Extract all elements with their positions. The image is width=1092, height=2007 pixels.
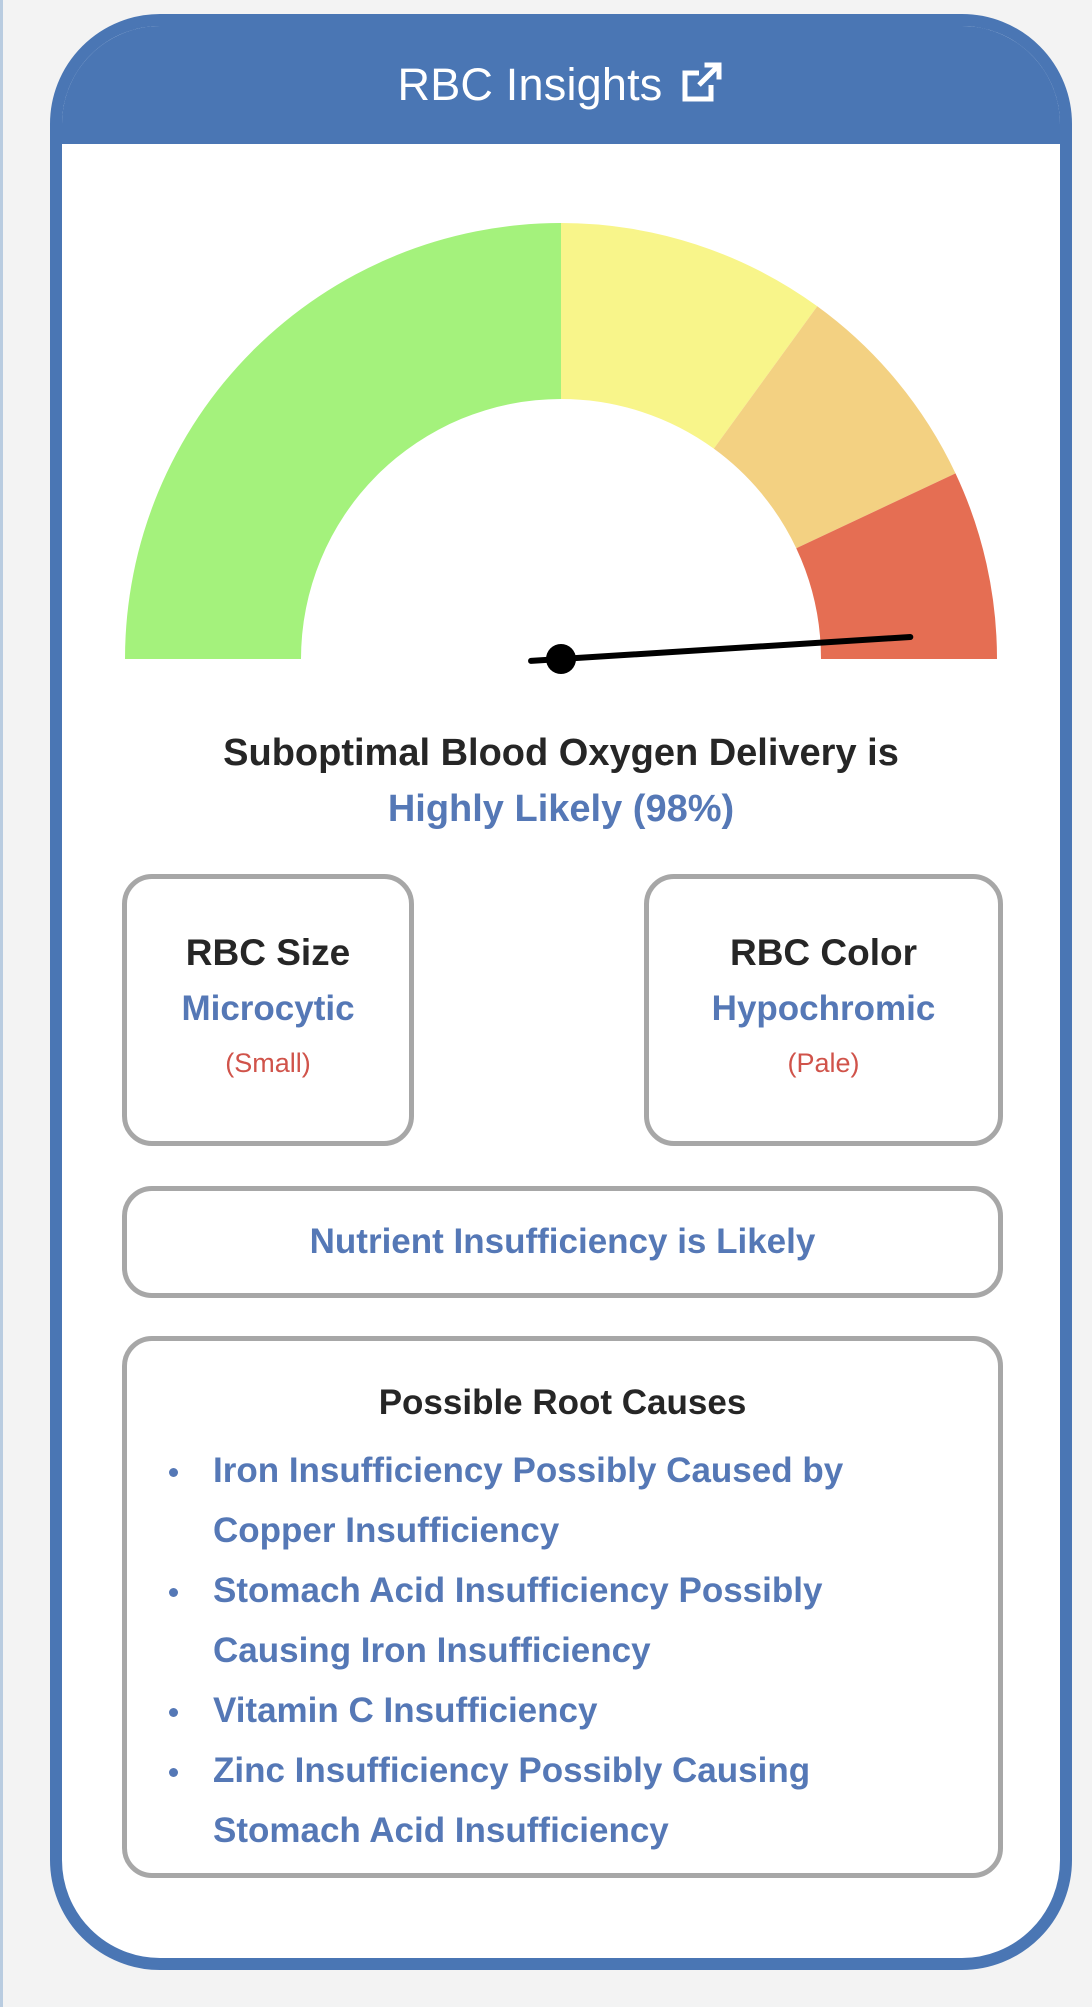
page-left-rule [0, 0, 3, 2007]
rbc-color-note: (Pale) [787, 1048, 860, 1078]
rbc-size-note: (Small) [225, 1048, 311, 1078]
gauge-zone-yellow [561, 223, 818, 449]
external-link-icon[interactable] [677, 59, 725, 107]
rbc-size-box: RBC Size Microcytic (Small) [122, 874, 414, 1146]
rbc-color-box: RBC Color Hypochromic (Pale) [644, 874, 1003, 1146]
root-cause-line1: Zinc Insufficiency Possibly Causing [213, 1751, 811, 1790]
root-cause-line2: Causing Iron Insufficiency [213, 1631, 651, 1670]
verdict-likelihood: Highly Likely (98%) [387, 788, 735, 830]
root-cause-line1: Stomach Acid Insufficiency Possibly [213, 1571, 823, 1610]
rbc-color-title: RBC Color [729, 932, 918, 973]
verdict-line1: Suboptimal Blood Oxygen Delivery is [223, 732, 899, 774]
verdict: Suboptimal Blood Oxygen Delivery is High… [62, 726, 1060, 836]
root-cause-item: Zinc Insufficiency Possibly Causing Stom… [165, 1741, 968, 1861]
rbc-color-value: Hypochromic [711, 989, 936, 1028]
rbc-size-value: Microcytic [181, 989, 355, 1028]
root-cause-line1: Iron Insufficiency Possibly Caused by [213, 1451, 844, 1490]
root-causes-title: Possible Root Causes [378, 1383, 747, 1422]
gauge-chart [125, 223, 997, 674]
card-header[interactable]: RBC Insights [62, 26, 1060, 144]
root-cause-line1: Vitamin C Insufficiency [213, 1691, 598, 1730]
root-cause-line2: Stomach Acid Insufficiency [213, 1811, 669, 1850]
root-cause-item: Stomach Acid Insufficiency Possibly Caus… [165, 1561, 968, 1681]
gauge-zones [125, 223, 997, 659]
gauge-zone-green [125, 223, 561, 659]
root-causes-box: Possible Root Causes Iron Insufficiency … [122, 1336, 1003, 1878]
card-title: RBC Insights [397, 59, 663, 110]
gauge-needle [528, 634, 914, 674]
gauge-needle-line [528, 634, 914, 664]
gauge-zone-light-orange [713, 306, 956, 549]
root-cause-item: Iron Insufficiency Possibly Caused by Co… [165, 1441, 968, 1561]
root-cause-line2: Copper Insufficiency [213, 1511, 560, 1550]
root-causes-list: Iron Insufficiency Possibly Caused by Co… [127, 1441, 998, 1861]
root-cause-item: Vitamin C Insufficiency [165, 1681, 968, 1741]
rbc-size-title: RBC Size [185, 932, 351, 973]
nutrient-status-box: Nutrient Insufficiency is Likely [122, 1186, 1003, 1298]
nutrient-status-text: Nutrient Insufficiency is Likely [309, 1222, 816, 1261]
gauge-zone-red [796, 473, 997, 659]
rbc-insights-card: RBC Insights Suboptimal Blood Oxygen Del… [50, 14, 1072, 1970]
gauge-needle-hub [546, 644, 576, 674]
